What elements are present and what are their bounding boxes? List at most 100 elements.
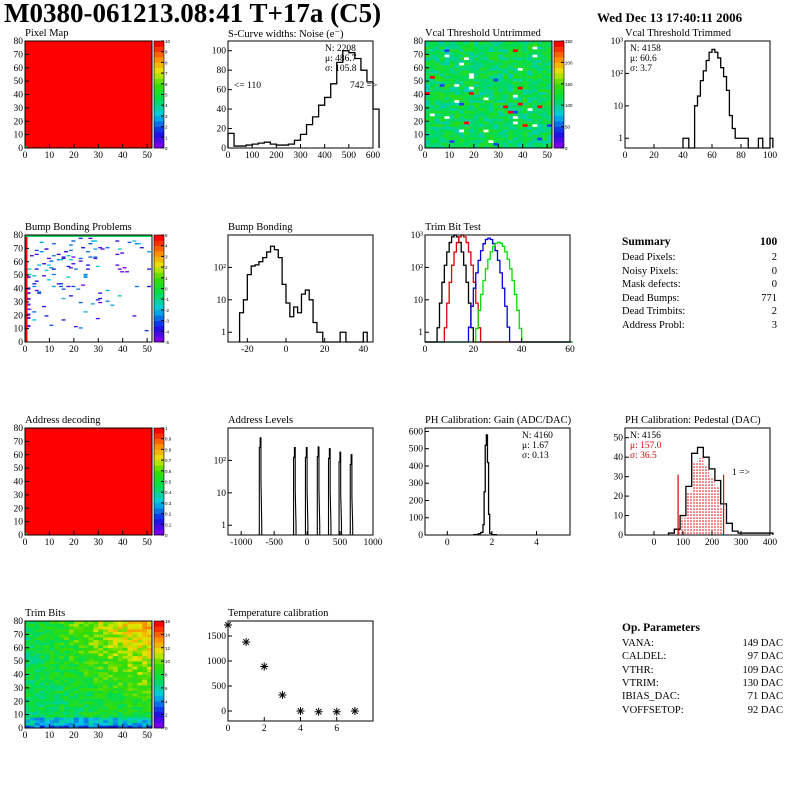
heatmap-cell bbox=[513, 103, 518, 106]
heatmap-cell bbox=[113, 658, 118, 661]
bump-bonding-problems-chart: -5-4-3-2-10123450 10 20 30 40 500102030405060… bbox=[0, 222, 196, 412]
heatmap-cell bbox=[430, 119, 435, 122]
heatmap-cell bbox=[508, 86, 513, 89]
heatmap-cell bbox=[84, 675, 89, 678]
palette-swatch bbox=[154, 503, 164, 509]
heatmap-cell bbox=[445, 119, 450, 122]
heatmap-cell bbox=[532, 70, 537, 73]
heatmap-cell bbox=[89, 238, 93, 239]
heatmap-cell bbox=[542, 84, 547, 87]
heatmap-cell bbox=[45, 664, 50, 667]
heatmap-cell bbox=[469, 105, 474, 108]
heatmap-cell bbox=[435, 103, 440, 106]
heatmap-cell bbox=[45, 634, 50, 637]
heatmap-cell bbox=[89, 704, 94, 707]
heatmap-cell bbox=[35, 645, 40, 648]
palette-swatch bbox=[554, 121, 564, 127]
heatmap-cell bbox=[69, 658, 74, 661]
overflow-label: 742 => bbox=[350, 81, 377, 91]
heatmap-cell bbox=[79, 669, 84, 672]
palette-swatch bbox=[554, 95, 564, 101]
heatmap-cell bbox=[469, 100, 474, 103]
heatmap-cell bbox=[74, 650, 79, 653]
z-tick-label: 5 bbox=[165, 233, 168, 238]
heatmap-cell bbox=[35, 254, 39, 255]
heatmap-cell bbox=[469, 92, 474, 95]
data-point bbox=[351, 707, 359, 715]
heatmap-cell bbox=[49, 637, 54, 640]
palette-swatch bbox=[554, 46, 564, 52]
heatmap-cell bbox=[469, 108, 474, 111]
heatmap-cell bbox=[84, 632, 89, 635]
heatmap-cell bbox=[69, 626, 74, 629]
heatmap-cell bbox=[93, 691, 98, 694]
y-tick-label: 0 bbox=[418, 531, 423, 541]
heatmap-cell bbox=[474, 44, 479, 47]
heatmap-cell bbox=[513, 65, 518, 68]
z-tick-label: 0 bbox=[165, 726, 168, 731]
heatmap-cell bbox=[108, 677, 113, 680]
heatmap-cell bbox=[89, 720, 94, 723]
heatmap-cell bbox=[59, 717, 64, 720]
palette-swatch bbox=[554, 100, 564, 106]
heatmap-cell bbox=[93, 669, 98, 672]
heatmap-cell bbox=[113, 685, 118, 688]
heatmap-cell bbox=[35, 642, 40, 645]
heatmap-cell bbox=[440, 60, 445, 63]
heatmap-cell bbox=[52, 274, 56, 275]
y-tick-label: 10² bbox=[214, 456, 227, 466]
heatmap-cell bbox=[542, 127, 547, 130]
heatmap-cell bbox=[98, 717, 103, 720]
heatmap-cell bbox=[45, 677, 50, 680]
heatmap-cell bbox=[40, 653, 45, 656]
heatmap-cell bbox=[464, 143, 469, 146]
heatmap-cell bbox=[528, 52, 533, 55]
heatmap-cell bbox=[40, 624, 45, 627]
heatmap-cell bbox=[118, 693, 123, 696]
palette-swatch bbox=[154, 653, 164, 659]
heatmap-cell bbox=[469, 65, 474, 68]
heatmap-cell bbox=[513, 108, 518, 111]
heatmap-cell bbox=[137, 707, 142, 710]
heatmap-cell bbox=[425, 143, 430, 146]
heatmap-cell bbox=[123, 707, 128, 710]
heatmap-cell bbox=[98, 666, 103, 669]
heatmap-cell bbox=[142, 688, 147, 691]
heatmap-cell bbox=[64, 685, 69, 688]
op-param-label: VTHR: bbox=[622, 665, 654, 676]
data-point bbox=[297, 707, 305, 715]
heatmap-cell bbox=[142, 629, 147, 632]
y-tick-label: 60 bbox=[14, 644, 24, 654]
heatmap-cell bbox=[449, 116, 454, 119]
heatmap-cell bbox=[113, 715, 118, 718]
heatmap-cell bbox=[89, 696, 94, 699]
heatmap-cell bbox=[474, 97, 479, 100]
heatmap-cell bbox=[454, 62, 459, 65]
heatmap-cell bbox=[518, 124, 523, 127]
heatmap-cell bbox=[489, 95, 494, 98]
heatmap-cell bbox=[79, 720, 84, 723]
op-parameters-title: Op. Parameters bbox=[622, 622, 700, 634]
heatmap-cell bbox=[49, 672, 54, 675]
palette-swatch bbox=[154, 299, 164, 305]
heatmap-cell bbox=[132, 637, 137, 640]
heatmap-cell bbox=[30, 677, 35, 680]
heatmap-cell bbox=[118, 634, 123, 637]
heatmap-cell bbox=[123, 685, 128, 688]
heatmap-cell bbox=[469, 84, 474, 87]
heatmap-cell bbox=[84, 629, 89, 632]
heatmap-cell bbox=[440, 54, 445, 57]
heatmap-cell bbox=[64, 677, 69, 680]
heatmap-cell bbox=[103, 699, 108, 702]
heatmap-cell bbox=[115, 254, 119, 255]
heatmap-cell bbox=[45, 653, 50, 656]
heatmap-cell bbox=[137, 720, 142, 723]
heatmap-cell bbox=[30, 624, 35, 627]
heatmap-cell bbox=[93, 666, 98, 669]
heatmap-cell bbox=[542, 113, 547, 116]
heatmap-cell bbox=[35, 640, 40, 643]
heatmap-cell bbox=[518, 100, 523, 103]
heatmap-cell bbox=[25, 696, 30, 699]
palette-swatch bbox=[154, 246, 164, 252]
heatmap-cell bbox=[498, 46, 503, 49]
